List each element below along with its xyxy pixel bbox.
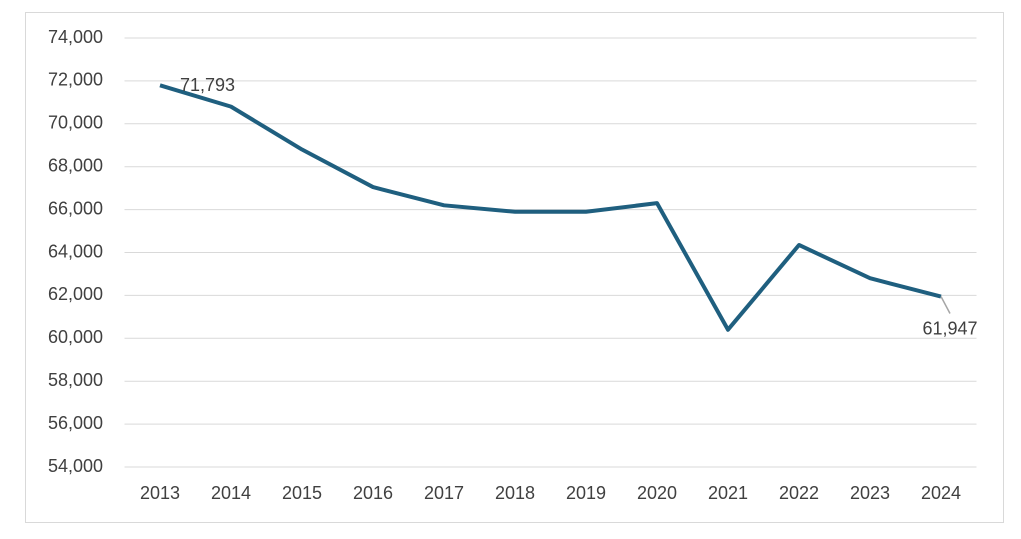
y-tick-label: 72,000 [48, 70, 103, 90]
x-tick-label: 2023 [850, 483, 890, 503]
data-line [159, 83, 942, 332]
chart-frame [25, 12, 1004, 523]
x-tick-label: 2013 [140, 483, 180, 503]
x-tick-label: 2016 [353, 483, 393, 503]
x-tick-label: 2017 [424, 483, 464, 503]
data-label: 71,793 [180, 75, 235, 95]
x-tick-label: 2021 [708, 483, 748, 503]
leader-line [940, 296, 951, 314]
x-tick-label: 2024 [921, 483, 961, 503]
x-tick-label: 2022 [779, 483, 819, 503]
y-tick-label: 54,000 [48, 456, 103, 476]
y-tick-label: 68,000 [48, 155, 103, 175]
x-tick-label: 2019 [566, 483, 606, 503]
y-tick-label: 64,000 [48, 241, 103, 261]
y-tick-label: 74,000 [48, 27, 103, 47]
data-label: 61,947 [922, 318, 977, 338]
y-tick-label: 56,000 [48, 413, 103, 433]
x-tick-label: 2020 [637, 483, 677, 503]
y-tick-label: 62,000 [48, 284, 103, 304]
y-tick-label: 60,000 [48, 327, 103, 347]
x-tick-label: 2015 [282, 483, 322, 503]
x-tick-label: 2014 [211, 483, 251, 503]
y-tick-label: 70,000 [48, 113, 103, 133]
y-tick-label: 58,000 [48, 370, 103, 390]
x-tick-label: 2018 [495, 483, 535, 503]
y-tick-label: 66,000 [48, 198, 103, 218]
